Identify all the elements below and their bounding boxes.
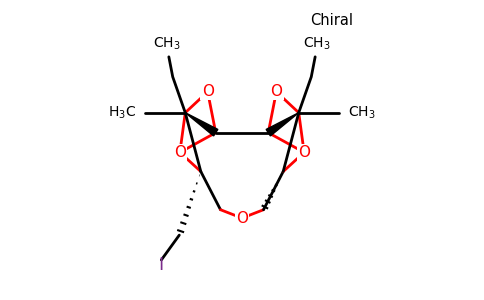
Text: CH$_3$: CH$_3$ — [153, 36, 181, 52]
Text: O: O — [298, 145, 310, 160]
Text: CH$_3$: CH$_3$ — [348, 104, 376, 121]
Text: Chiral: Chiral — [310, 13, 353, 28]
Text: CH$_3$: CH$_3$ — [303, 36, 331, 52]
Polygon shape — [266, 113, 299, 136]
Text: I: I — [158, 256, 164, 274]
Text: O: O — [202, 84, 213, 99]
Text: O: O — [174, 145, 186, 160]
Polygon shape — [185, 113, 218, 136]
Text: O: O — [271, 84, 282, 99]
Text: O: O — [236, 211, 248, 226]
Text: H$_3$C: H$_3$C — [108, 104, 136, 121]
